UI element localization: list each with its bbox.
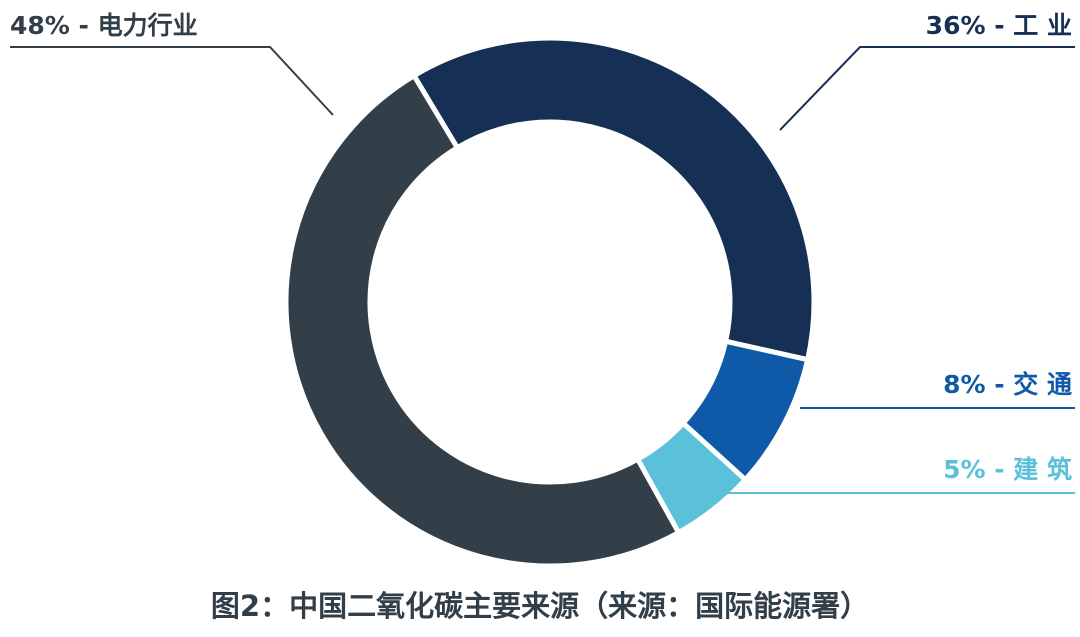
data-label: 36% - 工 业 xyxy=(926,11,1072,40)
donut-segment xyxy=(410,35,817,363)
chart-caption: 图2：中国二氧化碳主要来源（来源：国际能源署） xyxy=(211,589,869,623)
leader-line xyxy=(10,46,334,116)
data-label: 48% - 电力行业 xyxy=(10,11,198,40)
data-label: 5% - 建 筑 xyxy=(943,455,1072,484)
leader-line xyxy=(779,46,1075,131)
data-label: 8% - 交 通 xyxy=(943,370,1072,399)
donut-segment xyxy=(283,72,682,569)
